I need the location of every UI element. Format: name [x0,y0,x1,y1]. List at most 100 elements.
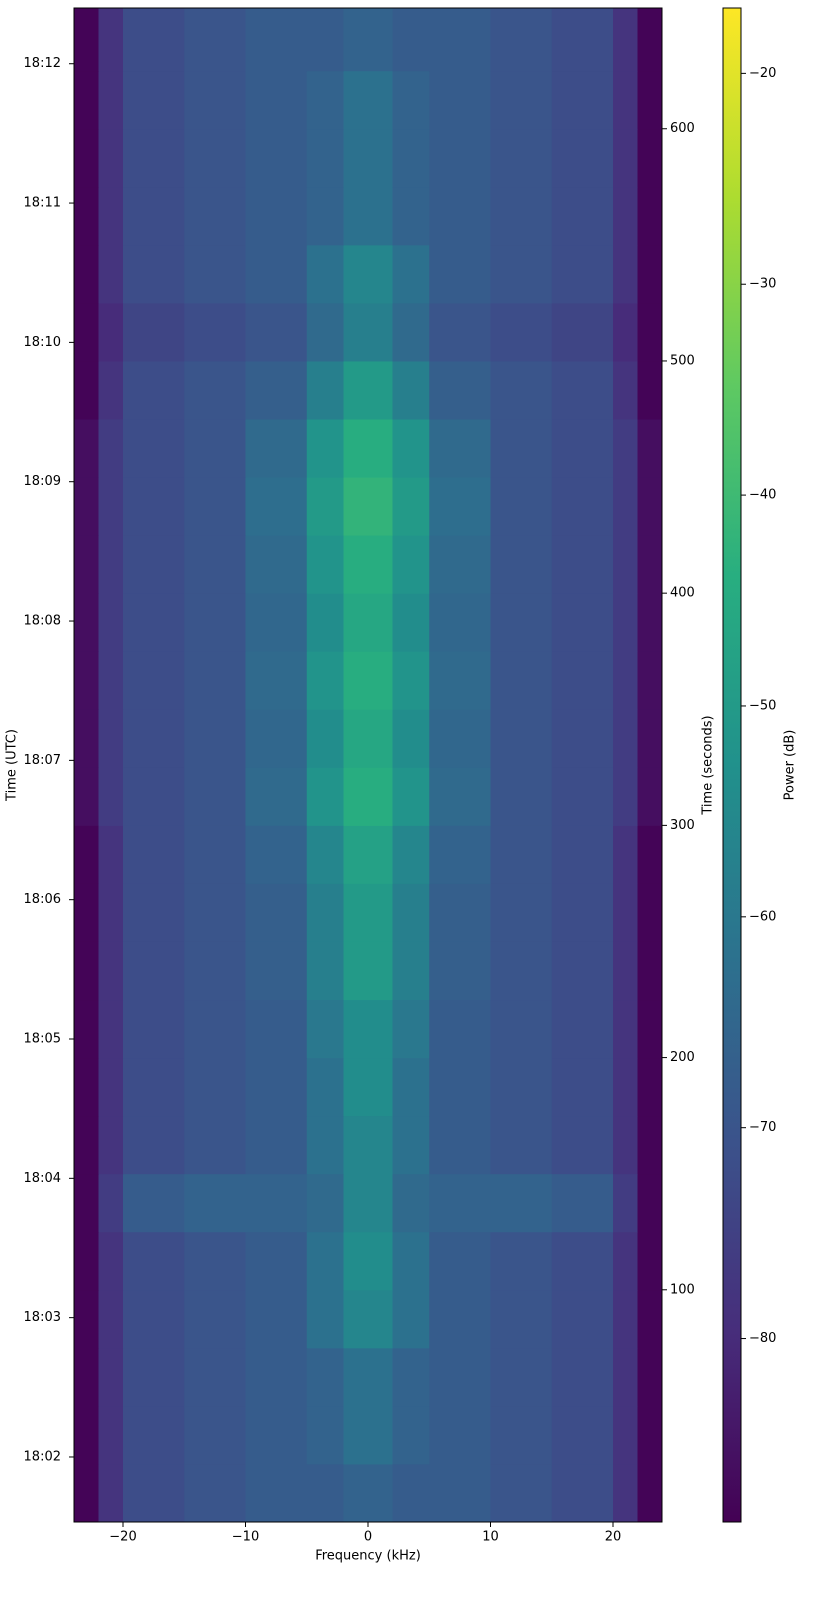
heatmap-cell [184,8,246,72]
heatmap-cell [637,186,663,246]
y-tick-label: 18:08 [24,614,61,629]
heatmap-cell [74,419,99,478]
heatmap-cell [613,186,638,246]
y2-tick-label: 200 [670,1050,695,1065]
heatmap-cell [245,825,308,884]
heatmap [74,8,663,1523]
heatmap-cell [98,1463,124,1523]
heatmap-cell [392,883,430,942]
heatmap-cell [98,1115,124,1175]
colorbar-tick-label: −30 [749,277,776,292]
heatmap-cell [613,999,638,1059]
heatmap-cell [429,651,491,710]
heatmap-cell [551,360,614,420]
heatmap-cell [123,302,185,362]
heatmap-cell [245,1057,308,1117]
heatmap-cell [184,360,246,420]
heatmap-cell [343,419,393,478]
heatmap-cell [123,244,185,304]
heatmap-cell [184,593,246,652]
heatmap-cell [490,1231,553,1291]
heatmap-cell [184,1347,246,1407]
heatmap-cell [429,767,491,826]
heatmap-cell [637,941,663,1001]
heatmap-cell [98,8,124,72]
heatmap-cell [392,535,430,594]
heatmap-cell [490,128,553,188]
heatmap-cell [74,883,99,942]
heatmap-cell [74,70,99,130]
heatmap-cell [123,1231,185,1291]
heatmap-cell [551,186,614,246]
heatmap-cell [184,128,246,188]
heatmap-cell [74,709,99,768]
heatmap-cell [637,1115,663,1175]
heatmap-cell [306,1405,344,1465]
heatmap-cell [306,70,344,130]
heatmap-cell [98,302,124,362]
heatmap-cell [74,593,99,652]
heatmap-cell [98,1289,124,1349]
heatmap-cell [551,825,614,884]
heatmap-cell [490,767,553,826]
heatmap-cell [490,1347,553,1407]
heatmap-cell [184,1231,246,1291]
heatmap-cell [429,419,491,478]
heatmap-cell [306,244,344,304]
heatmap-cell [490,999,553,1059]
y-tick-label: 18:09 [24,474,61,489]
heatmap-cell [184,535,246,594]
heatmap-cell [637,1231,663,1291]
heatmap-cell [392,709,430,768]
heatmap-cell [123,1173,185,1233]
heatmap-cell [429,128,491,188]
heatmap-cell [98,128,124,188]
heatmap-cell [74,941,99,1001]
heatmap-cell [306,1289,344,1349]
heatmap-cell [306,186,344,246]
heatmap-cell [490,1405,553,1465]
heatmap-cell [245,128,308,188]
heatmap-cell [613,1405,638,1465]
heatmap-cell [184,477,246,536]
heatmap-cell [123,186,185,246]
heatmap-cell [429,186,491,246]
heatmap-cell [613,302,638,362]
y2-tick-label: 600 [670,121,695,136]
heatmap-cell [551,1057,614,1117]
heatmap-cell [74,1405,99,1465]
heatmap-cell [245,70,308,130]
heatmap-cell [392,941,430,1001]
heatmap-cell [490,70,553,130]
heatmap-cell [429,244,491,304]
heatmap-cell [490,941,553,1001]
heatmap-cell [123,1289,185,1349]
heatmap-cell [306,1173,344,1233]
heatmap-cell [74,302,99,362]
heatmap-cell [490,709,553,768]
colorbar-tick-label: −70 [749,1120,776,1135]
heatmap-cell [184,70,246,130]
heatmap-cell [613,477,638,536]
heatmap-cell [392,360,430,420]
heatmap-cell [343,1115,393,1175]
heatmap-cell [429,825,491,884]
colorbar-tick-label: −50 [749,698,776,713]
heatmap-cell [74,360,99,420]
heatmap-cell [343,1463,393,1523]
heatmap-cell [392,767,430,826]
heatmap-cell [613,419,638,478]
heatmap-cell [74,1463,99,1523]
heatmap-cell [306,651,344,710]
heatmap-cell [123,709,185,768]
y-tick-label: 18:07 [24,753,61,768]
heatmap-cell [613,709,638,768]
heatmap-cell [613,70,638,130]
heatmap-cell [74,8,99,72]
heatmap-cell [306,825,344,884]
heatmap-cell [637,1057,663,1117]
heatmap-cell [392,186,430,246]
heatmap-cell [551,70,614,130]
heatmap-cell [98,1057,124,1117]
heatmap-cell [245,360,308,420]
